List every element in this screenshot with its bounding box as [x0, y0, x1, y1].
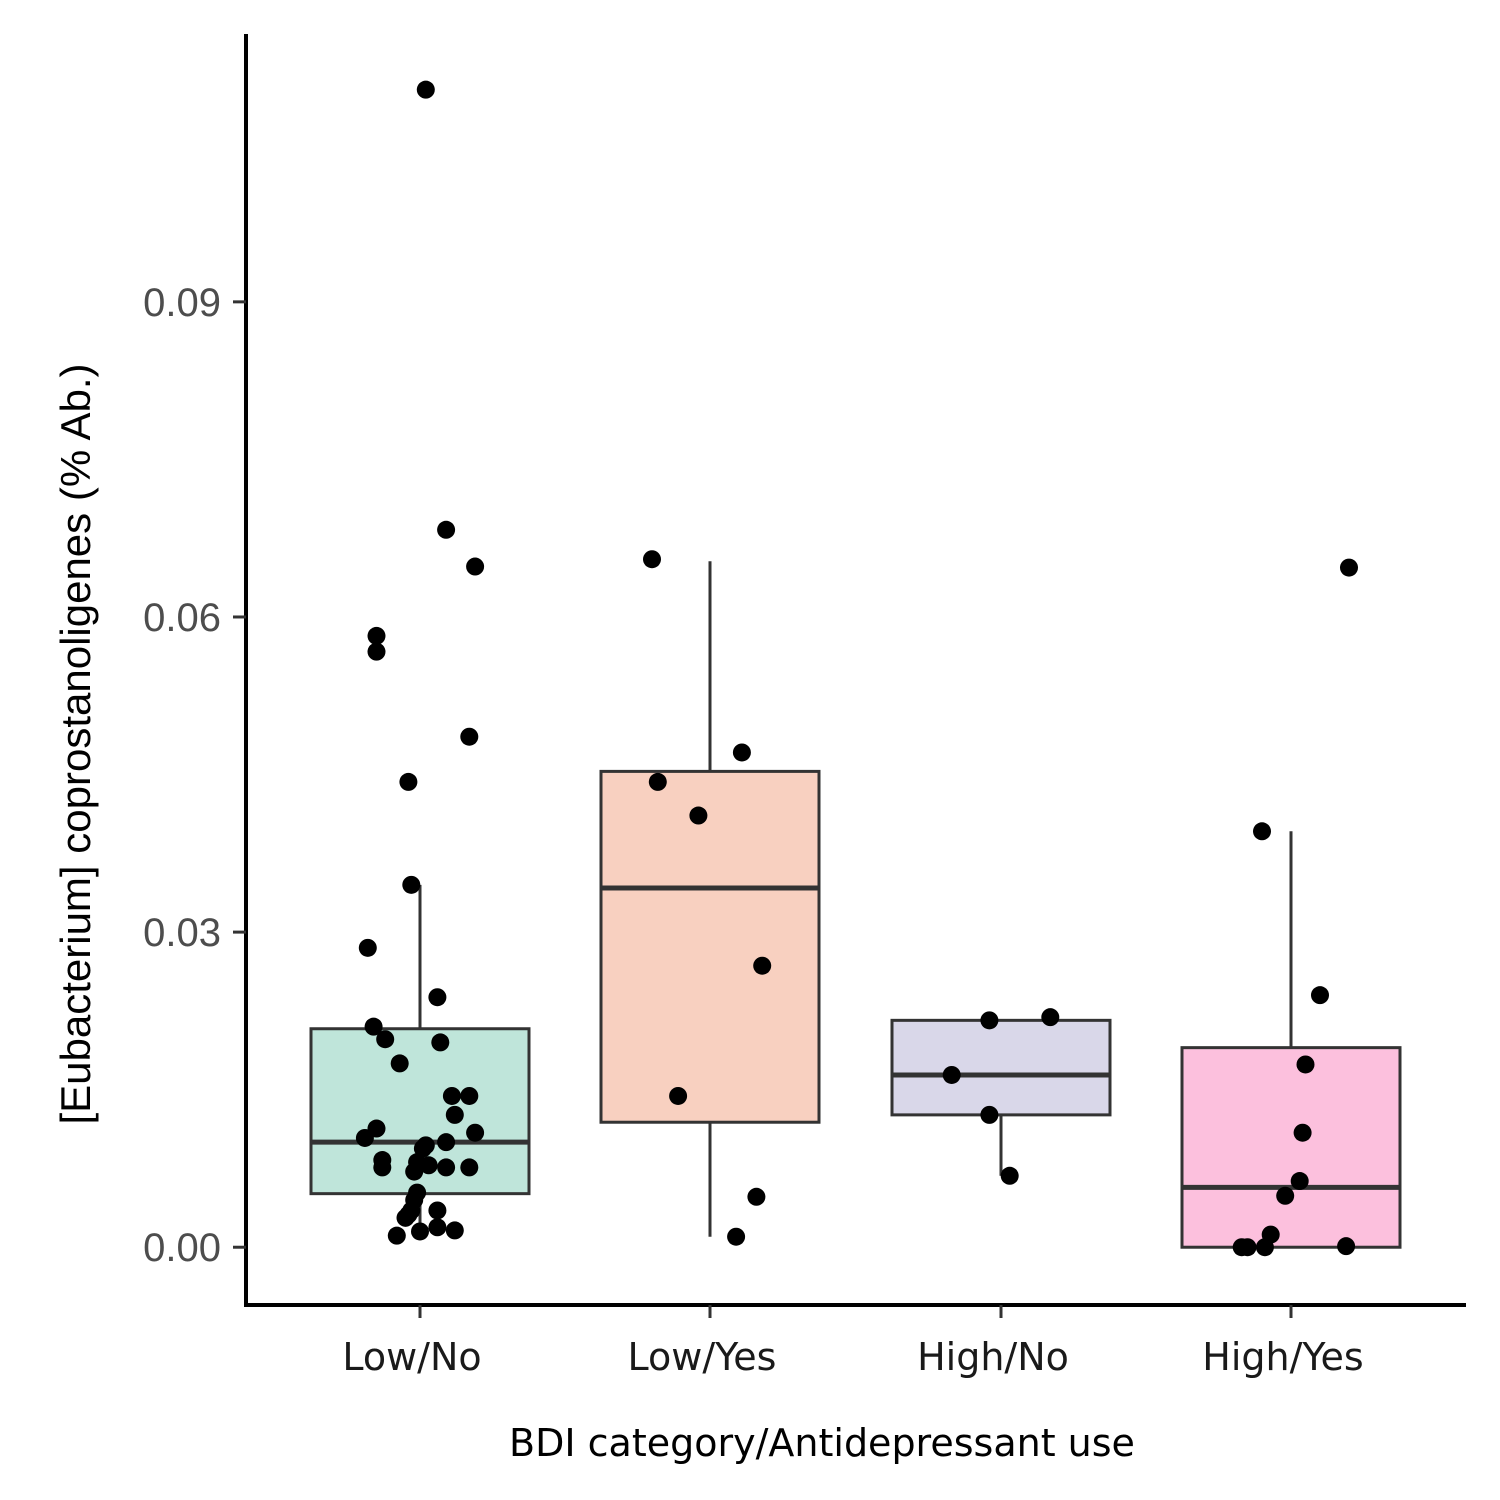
points-layer — [355, 80, 1358, 1257]
data-point — [980, 1011, 999, 1030]
data-point — [643, 550, 661, 569]
data-point — [466, 1123, 485, 1142]
data-point — [367, 642, 386, 661]
data-point — [428, 1201, 447, 1220]
y-tick-label: 0.00 — [143, 1226, 221, 1270]
axes-layer — [244, 34, 1466, 1307]
data-point — [437, 1158, 456, 1177]
data-point — [358, 938, 377, 957]
data-point — [753, 956, 772, 975]
data-point — [1253, 822, 1271, 841]
data-point — [445, 1221, 464, 1240]
data-point — [431, 1033, 450, 1052]
data-point — [1311, 986, 1329, 1005]
x-tick-label: High/No — [917, 1335, 1069, 1379]
data-point — [437, 520, 456, 539]
data-point — [1255, 1238, 1274, 1257]
data-point — [437, 1133, 456, 1152]
box-body — [599, 769, 821, 1124]
data-point — [445, 1105, 464, 1124]
data-point — [689, 806, 708, 825]
data-point — [669, 1086, 688, 1105]
data-point — [648, 772, 667, 791]
data-point — [1238, 1238, 1257, 1257]
box-4 — [1180, 831, 1402, 1249]
box-2 — [599, 561, 821, 1237]
data-point — [367, 626, 386, 645]
data-point — [460, 1086, 479, 1105]
data-point — [980, 1105, 999, 1124]
data-point — [428, 1218, 447, 1237]
y-tick-label: 0.06 — [143, 596, 221, 640]
data-point — [460, 727, 479, 746]
data-point — [396, 1208, 415, 1227]
data-point — [364, 1017, 383, 1036]
data-point — [376, 1030, 395, 1049]
data-point — [399, 772, 418, 791]
data-point — [747, 1187, 766, 1206]
data-point — [411, 1222, 429, 1241]
data-point — [1296, 1055, 1315, 1074]
data-point — [1000, 1166, 1019, 1185]
box-body — [1180, 1046, 1402, 1249]
data-point — [1337, 1237, 1356, 1256]
data-point — [1276, 1186, 1295, 1205]
data-point — [419, 1156, 438, 1175]
x-tick-label: Low/Yes — [628, 1335, 777, 1379]
data-point — [390, 1054, 409, 1073]
data-point — [413, 1139, 432, 1158]
data-point — [466, 557, 485, 576]
box-body — [890, 1018, 1112, 1117]
y-tick-label: 0.03 — [143, 911, 221, 955]
data-point — [942, 1065, 961, 1084]
y-axis-title-taxon: [Eubacterium] — [52, 865, 99, 1124]
data-point — [732, 743, 751, 762]
y-axis-title: [Eubacterium] coprostanoligenes (% Ab.) — [52, 363, 99, 1124]
data-point — [442, 1086, 461, 1105]
data-point — [460, 1158, 479, 1177]
x-tick-label: High/Yes — [1202, 1335, 1363, 1379]
data-point — [405, 1162, 424, 1181]
x-ticks: Low/No Low/Yes High/No High/Yes — [342, 1305, 1364, 1379]
data-point — [355, 1128, 374, 1147]
y-tick-label: 0.09 — [143, 281, 221, 325]
box-3 — [890, 1018, 1112, 1176]
data-point — [402, 875, 421, 894]
data-point — [387, 1226, 406, 1245]
data-point — [1290, 1172, 1309, 1191]
data-point — [428, 988, 447, 1007]
x-tick-label: Low/No — [342, 1335, 481, 1379]
data-point — [373, 1158, 392, 1177]
data-point — [1041, 1008, 1060, 1027]
x-axis-title: BDI category/Antidepressant use — [509, 1421, 1135, 1465]
data-point — [1340, 558, 1358, 577]
data-point — [1293, 1123, 1312, 1142]
y-ticks: 0.00 0.03 0.06 0.09 — [143, 281, 246, 1270]
box-1 — [309, 884, 531, 1236]
y-axis-title-rest: coprostanoligenes (% Ab.) — [52, 363, 99, 865]
data-point — [416, 80, 435, 99]
data-point — [727, 1227, 746, 1246]
boxes-layer — [309, 561, 1402, 1249]
